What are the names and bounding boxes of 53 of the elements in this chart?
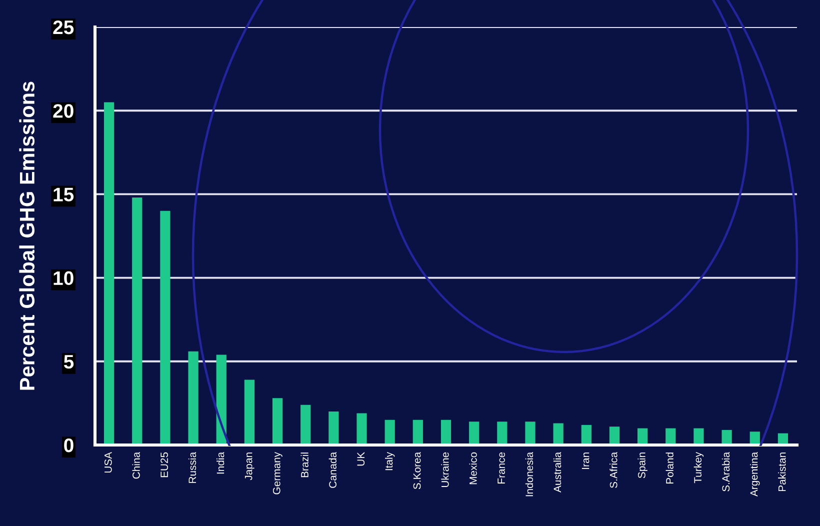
x-tick-label: India: [216, 452, 224, 474]
x-tick-label: Poland: [666, 452, 674, 484]
x-tick-label: China: [132, 452, 140, 479]
x-tick-label: S.Africa: [610, 452, 618, 488]
bar: [497, 422, 508, 445]
x-tick-label: France: [498, 452, 505, 484]
bar: [244, 380, 254, 445]
bar: [356, 413, 367, 445]
y-tick-label: 5: [64, 355, 74, 369]
x-tick-label: Germany: [272, 452, 282, 494]
y-tick-label: 0: [64, 438, 74, 452]
x-tick-label: UK: [357, 452, 365, 466]
bar: [160, 210, 170, 445]
x-tick-label: Turkey: [694, 452, 704, 484]
bar: [188, 351, 198, 445]
x-tick-label: Italy: [384, 452, 395, 470]
bar: [300, 404, 311, 445]
x-tick-label: S.Arabia: [722, 452, 730, 492]
bar: [440, 420, 452, 445]
y-axis-title: Percent Global GHG Emissions: [19, 82, 35, 390]
y-tick-label: 15: [54, 188, 74, 202]
bar: [694, 428, 704, 445]
bar: [469, 422, 480, 445]
x-tick-label: Mexico: [469, 452, 477, 484]
bar: [132, 198, 142, 445]
bar: [384, 420, 395, 445]
bar: [216, 354, 226, 445]
bar: [722, 430, 732, 445]
x-tick-label: Canada: [328, 452, 336, 488]
x-tick-label: Pakistan: [778, 452, 786, 492]
x-tick-label: EU25: [160, 452, 168, 478]
x-tick-label: Iran: [582, 452, 590, 469]
x-tick-label: Indonesia: [525, 452, 534, 496]
y-tick-label: 20: [53, 104, 74, 118]
x-tick-label: Japan: [244, 452, 254, 480]
x-tick-label: USA: [104, 452, 112, 473]
bar: [553, 423, 564, 445]
x-tick-label: Australia: [553, 452, 562, 492]
y-tick-label: 10: [54, 271, 74, 286]
bar: [581, 424, 592, 445]
bar: [609, 426, 620, 445]
x-tick-label: Spain: [638, 452, 648, 478]
bar: [525, 422, 536, 445]
x-tick-label: Ukraine: [441, 452, 449, 488]
y-tick-label: 25: [53, 20, 74, 34]
bar: [272, 398, 283, 445]
bar: [104, 102, 114, 445]
x-tick-label: Russia: [188, 452, 196, 483]
bar: [412, 420, 423, 445]
bar: [328, 412, 339, 445]
x-tick-label: S.Korea: [413, 452, 421, 490]
x-tick-label: Argentina: [750, 452, 760, 497]
x-tick-label: Brazil: [300, 452, 308, 478]
